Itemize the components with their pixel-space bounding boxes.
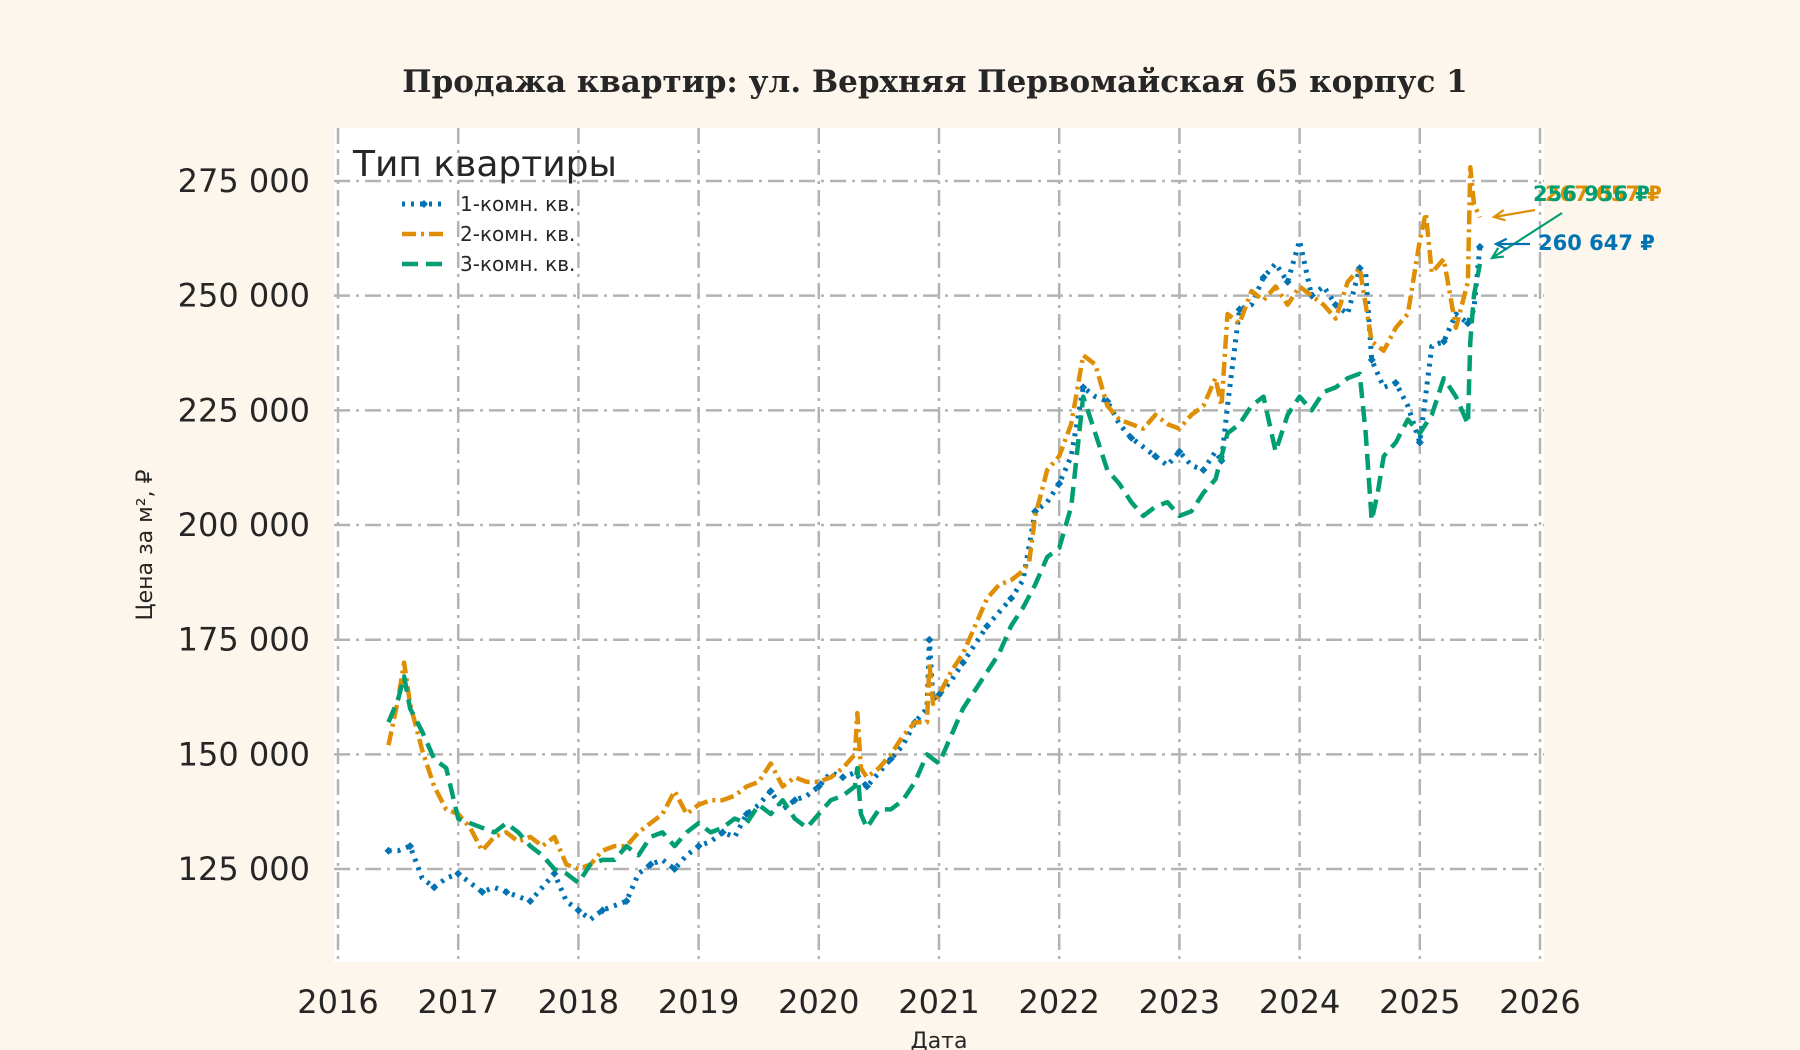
diamond-marker-icon [838, 773, 847, 782]
series-line-2-комн. кв. [386, 164, 1482, 872]
y-axis-ticks: 125 000 150 000 175 000 200 000 225 000 250 0… [178, 162, 310, 888]
x-tick-label: 2021 [898, 983, 979, 1021]
series-line-3-комн. кв. [386, 263, 1483, 886]
diamond-marker-icon [598, 906, 607, 915]
diamond-marker-icon [886, 754, 895, 763]
diamond-marker-icon [1367, 355, 1376, 364]
y-tick-label: 275 000 [178, 162, 310, 200]
diamond-marker-icon [526, 897, 535, 906]
y-tick-label: 225 000 [178, 391, 310, 429]
annotation-label: 256 956 ₽ [1533, 182, 1650, 206]
legend-item-label: 2-комн. кв. [460, 222, 575, 246]
diamond-marker-icon [406, 842, 415, 851]
y-tick-label: 175 000 [178, 621, 310, 659]
diamond-marker-icon [814, 782, 823, 791]
x-axis-label: Дата [911, 1029, 968, 1050]
x-tick-label: 2020 [778, 983, 859, 1021]
diamond-marker-icon [718, 828, 727, 837]
legend-title: Тип квартиры [352, 144, 617, 185]
diamond-marker-icon [983, 621, 992, 630]
diamond-marker-icon [454, 869, 463, 878]
y-tick-label: 150 000 [178, 735, 310, 773]
diamond-marker-icon [1175, 447, 1184, 456]
grid-lines [334, 128, 1544, 962]
legend: Тип квартиры 1-комн. кв. 2-комн. кв. 3-ком… [352, 144, 617, 276]
diamond-marker-icon [574, 906, 583, 915]
diamond-marker-icon [1415, 438, 1424, 447]
x-tick-label: 2023 [1139, 983, 1220, 1021]
diamond-marker-icon [742, 810, 751, 819]
annotation-arrow-icon [1493, 208, 1536, 219]
arrowhead-icon [1491, 209, 1506, 222]
diamond-marker-icon [1079, 383, 1088, 392]
legend-item-label: 3-комн. кв. [460, 252, 575, 276]
diamond-marker-icon [1007, 594, 1016, 603]
diamond-marker-icon [622, 897, 631, 906]
diamond-marker-icon [1055, 479, 1064, 488]
x-tick-label: 2016 [297, 983, 378, 1021]
diamond-marker-icon [1259, 273, 1268, 282]
legend-diamond-icon [420, 200, 428, 208]
diamond-marker-icon [1151, 452, 1160, 461]
diamond-marker-icon [502, 887, 511, 896]
diamond-marker-icon [430, 883, 439, 892]
diamond-marker-icon [862, 782, 871, 791]
y-tick-label: 125 000 [178, 850, 310, 888]
legend-item-label: 1-комн. кв. [460, 192, 575, 216]
diamond-marker-icon [694, 842, 703, 851]
annotation-label: 267 057 ₽ [1545, 182, 1662, 206]
x-tick-label: 2019 [658, 983, 739, 1021]
annotation-label: 260 647 ₽ [1538, 231, 1655, 255]
annotation-arrow-icon [1491, 212, 1563, 259]
diamond-marker-icon [790, 796, 799, 805]
diamond-marker-icon [646, 860, 655, 869]
diamond-marker-icon [1475, 242, 1484, 251]
x-tick-label: 2026 [1499, 983, 1580, 1021]
arrowhead-icon [1489, 247, 1505, 260]
diamond-marker-icon [384, 846, 393, 855]
y-axis-label: Цена за м², ₽ [133, 469, 158, 620]
diamond-marker-icon [959, 658, 968, 667]
chart-title: Продажа квартир: ул. Верхняя Первомайска… [402, 64, 1467, 100]
x-tick-label: 2017 [417, 983, 498, 1021]
diamond-marker-icon [670, 865, 679, 874]
end-value-annotations: 267 057 ₽256 956 ₽ 260 647 ₽ [1489, 182, 1662, 260]
x-tick-label: 2025 [1379, 983, 1460, 1021]
arrowhead-icon [1493, 237, 1508, 251]
diamond-marker-icon [1199, 465, 1208, 474]
x-tick-label: 2022 [1018, 983, 1099, 1021]
diamond-marker-icon [478, 887, 487, 896]
x-tick-label: 2018 [538, 983, 619, 1021]
series-lines [384, 164, 1484, 922]
diamond-marker-icon [1127, 433, 1136, 442]
y-tick-label: 250 000 [178, 277, 310, 315]
diamond-marker-icon [766, 787, 775, 796]
diamond-marker-icon [1283, 277, 1292, 286]
diamond-marker-icon [1391, 378, 1400, 387]
diamond-marker-icon [925, 635, 934, 644]
y-tick-label: 200 000 [178, 506, 310, 544]
x-tick-label: 2024 [1259, 983, 1340, 1021]
x-axis-ticks: 2016 2017 2018 2019 2020 2021 2022 2023 2024 2025… [297, 983, 1580, 1021]
diamond-marker-icon [1439, 337, 1448, 346]
